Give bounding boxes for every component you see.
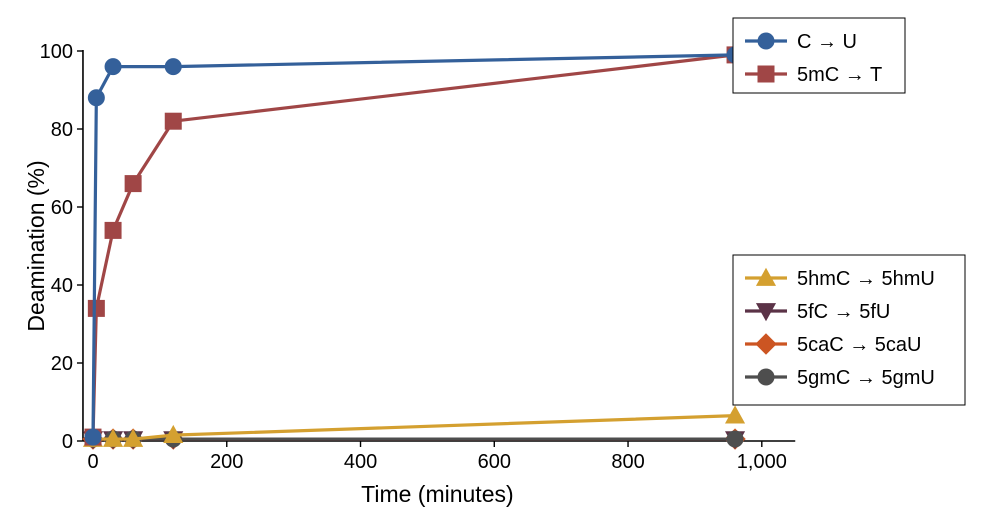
- series-0: [84, 46, 744, 446]
- y-axis-title: Deamination (%): [23, 160, 49, 331]
- y-tick-label: 0: [62, 431, 73, 453]
- data-point: [84, 428, 102, 446]
- y-tick-label: 60: [51, 197, 73, 219]
- data-point: [104, 221, 122, 239]
- plot-area: [82, 46, 746, 450]
- x-tick-label: 200: [210, 451, 243, 473]
- series-1: [84, 46, 744, 446]
- series-line: [93, 414, 736, 441]
- x-tick-label: 1,000: [737, 451, 787, 473]
- series-line: [91, 53, 736, 438]
- data-point: [124, 175, 142, 193]
- x-tick-label: 600: [478, 451, 511, 473]
- legend-swatch-marker: [755, 333, 777, 355]
- legend-label: 5mC → T: [797, 64, 882, 86]
- legend-swatch-marker: [755, 267, 777, 286]
- data-point: [104, 58, 122, 76]
- data-point: [726, 430, 744, 448]
- legend-label: 5fC → 5fU: [797, 301, 890, 323]
- legend-swatch-marker: [757, 65, 775, 83]
- series-line: [91, 53, 736, 438]
- legend-label: 5gmC → 5gmU: [797, 367, 935, 389]
- legend-center-right: 5hmC → 5hmU 5fC → 5fU 5caC → 5caU 5gmC → 5g…: [732, 254, 966, 406]
- legend-top-right: C → U 5mC → T: [732, 17, 906, 94]
- data-point: [724, 405, 746, 424]
- legend-swatch-marker: [757, 368, 775, 386]
- data-point: [103, 428, 124, 447]
- data-point: [163, 424, 184, 444]
- x-axis-title: Time (minutes): [361, 481, 514, 507]
- legends: C → U 5mC → T 5hmC → 5hmU 5fC → 5fU 5caC → 5…: [732, 17, 966, 406]
- data-point: [164, 112, 182, 130]
- axes: 0 200 400 600 800 1,000 0 20 40 60 80 100: [40, 41, 796, 473]
- legend-label: 5hmC → 5hmU: [797, 268, 935, 290]
- legend-label: 5caC → 5caU: [797, 334, 922, 356]
- legend-swatch-marker: [757, 32, 775, 50]
- legend-swatch-marker: [755, 303, 777, 322]
- data-point: [87, 299, 105, 317]
- data-point: [123, 428, 144, 447]
- y-tick-label: 40: [51, 275, 73, 297]
- y-tick-label: 20: [51, 353, 73, 375]
- x-tick-label: 400: [344, 451, 377, 473]
- data-point: [87, 89, 105, 107]
- y-tick-label: 80: [51, 119, 73, 141]
- data-point: [164, 58, 182, 76]
- x-tick-label: 0: [87, 451, 98, 473]
- x-tick-label: 800: [611, 451, 644, 473]
- legend-label: C → U: [797, 31, 857, 53]
- y-tick-label: 100: [40, 41, 73, 63]
